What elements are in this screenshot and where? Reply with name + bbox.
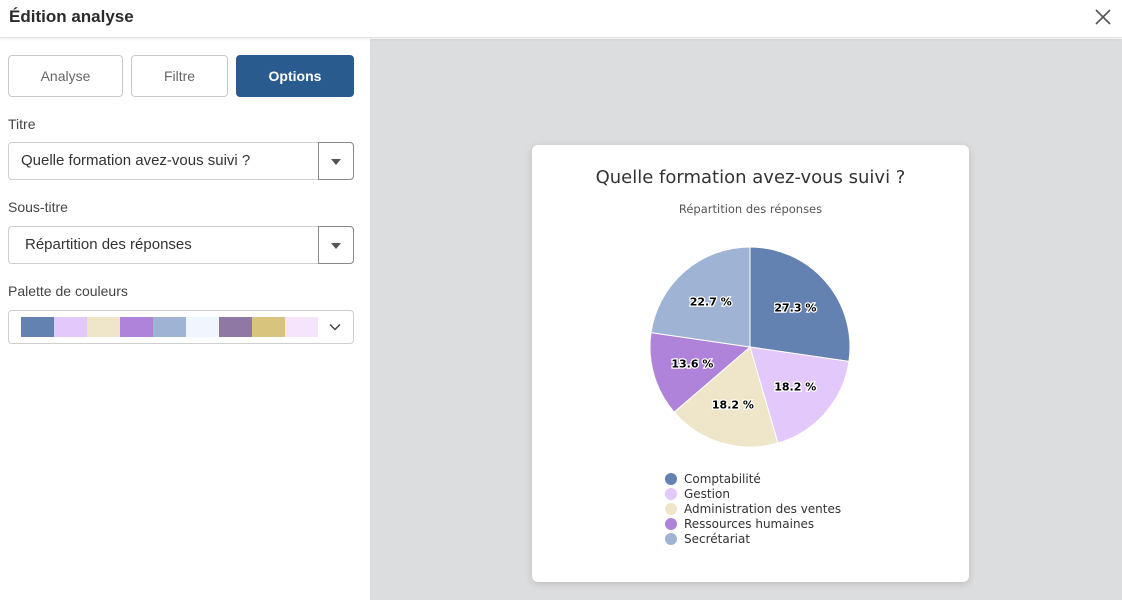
pie-data-label: 13.6 % <box>671 358 713 371</box>
palette-label: Palette de couleurs <box>8 283 128 299</box>
options-sidebar: Analyse Filtre Options Titre Quelle form… <box>0 39 370 600</box>
legend-item[interactable]: Administration des ventes <box>665 501 841 516</box>
legend-label: Gestion <box>684 486 730 501</box>
pie-data-label: 18.2 % <box>712 399 754 412</box>
legend-label: Secrétariat <box>684 531 751 546</box>
subtitle-label: Sous-titre <box>8 199 68 215</box>
pie-data-label: 18.2 % <box>774 380 816 393</box>
legend-label: Comptabilité <box>684 471 761 486</box>
pie-slice[interactable] <box>650 246 751 348</box>
legend-marker <box>665 487 677 500</box>
tab-filtre[interactable]: Filtre <box>131 55 228 97</box>
legend-marker <box>665 472 677 485</box>
pie-slice[interactable] <box>749 346 850 444</box>
palette-swatch <box>21 317 54 337</box>
legend-item[interactable]: Gestion <box>665 486 841 501</box>
tab-analyse[interactable]: Analyse <box>8 55 123 97</box>
palette-swatches <box>21 317 318 337</box>
title-select[interactable]: Quelle formation avez-vous suivi ? <box>8 142 354 180</box>
palette-select[interactable] <box>8 310 354 344</box>
page-title: Édition analyse <box>9 7 134 26</box>
pie-chart: 27.3 % 18.2 % 18.2 % 13.6 % 22.7 % <box>649 246 851 448</box>
subtitle-select[interactable]: Répartition des réponses <box>8 226 354 264</box>
close-icon[interactable] <box>1092 6 1114 28</box>
palette-swatch <box>153 317 186 337</box>
palette-swatch <box>54 317 87 337</box>
title-dropdown-button[interactable] <box>318 142 354 180</box>
pie-slice[interactable] <box>649 332 752 413</box>
palette-swatch <box>120 317 153 337</box>
palette-swatch <box>87 317 120 337</box>
palette-swatch <box>285 317 318 337</box>
legend-item[interactable]: Secrétariat <box>665 531 841 546</box>
header-bar: Édition analyse <box>0 0 1122 38</box>
chart-card: 27.3 % 18.2 % 18.2 % 13.6 % 22.7 % Quelle fo… <box>532 145 969 582</box>
legend-marker <box>665 517 677 530</box>
tab-bar: Analyse Filtre Options <box>8 55 354 97</box>
palette-swatch <box>252 317 285 337</box>
legend-marker <box>665 532 677 545</box>
legend-label: Administration des ventes <box>684 501 842 516</box>
pie-slice[interactable] <box>749 246 851 362</box>
chevron-down-icon[interactable] <box>329 321 341 333</box>
tab-options[interactable]: Options <box>236 55 354 97</box>
chart-subtitle: Répartition des réponses <box>678 202 823 216</box>
pie-data-label: 27.3 % <box>774 302 816 315</box>
pie-data-label: 22.7 % <box>690 296 732 309</box>
chart-legend: Comptabilité Gestion Administration des ve… <box>665 471 841 546</box>
title-value[interactable]: Quelle formation avez-vous suivi ? <box>21 152 251 169</box>
legend-marker <box>665 502 677 515</box>
preview-area: 27.3 % 18.2 % 18.2 % 13.6 % 22.7 % Quelle fo… <box>370 39 1122 600</box>
legend-item[interactable]: Ressources humaines <box>665 516 841 531</box>
legend-label: Ressources humaines <box>684 516 815 531</box>
chart-title: Quelle formation avez-vous suivi ? <box>595 167 906 188</box>
pie-slice[interactable] <box>673 346 779 448</box>
subtitle-value[interactable]: Répartition des réponses <box>25 236 192 253</box>
subtitle-dropdown-button[interactable] <box>318 226 354 264</box>
palette-swatch <box>219 317 252 337</box>
legend-item[interactable]: Comptabilité <box>665 471 841 486</box>
palette-swatch <box>186 317 219 337</box>
title-label: Titre <box>8 116 36 132</box>
